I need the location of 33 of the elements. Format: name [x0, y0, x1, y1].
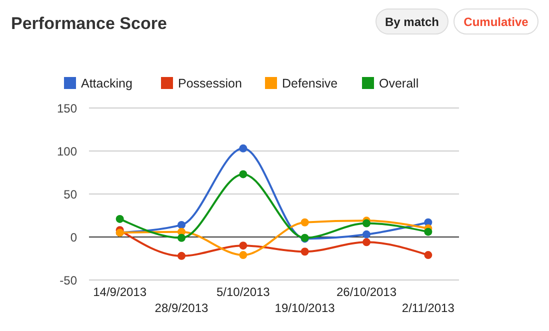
text: By match: [384, 15, 440, 29]
point: [178, 252, 186, 260]
chart-title: Performance Score: [11, 14, 167, 33]
point: [239, 144, 248, 152]
legend-label: Attacking: [81, 76, 132, 90]
point: [362, 230, 370, 238]
y-tick-label: 100: [56, 144, 78, 158]
point: [116, 214, 124, 223]
point: [300, 248, 309, 256]
x-tick-label: 14/9/2013: [93, 285, 147, 299]
x-tick-label: 28/9/2013: [154, 301, 209, 315]
y-tick-label: 0: [70, 230, 78, 244]
x-tick-label: 26/10/2013: [336, 285, 397, 299]
legend-label: Overall: [379, 76, 419, 90]
point: [424, 251, 432, 260]
x-tick-label: 2/11/2013: [402, 301, 455, 315]
point: [424, 228, 432, 236]
x-tick-label: 5/10/2013: [216, 285, 270, 299]
point: [239, 251, 248, 260]
point: [239, 242, 248, 250]
text: Cumulative: [464, 15, 529, 29]
legend-label: Defensive: [282, 76, 338, 90]
x-tick-label: 19/10/2013: [274, 301, 336, 315]
y-tick-label: 50: [64, 188, 78, 202]
point: [362, 219, 370, 228]
point: [362, 238, 370, 246]
point: [239, 170, 248, 178]
point: [178, 234, 186, 242]
point: [178, 220, 186, 229]
y-tick-label: -50: [60, 274, 78, 288]
legend-label: Possession: [178, 76, 242, 90]
point: [300, 218, 309, 226]
y-tick-label: 150: [56, 102, 78, 116]
